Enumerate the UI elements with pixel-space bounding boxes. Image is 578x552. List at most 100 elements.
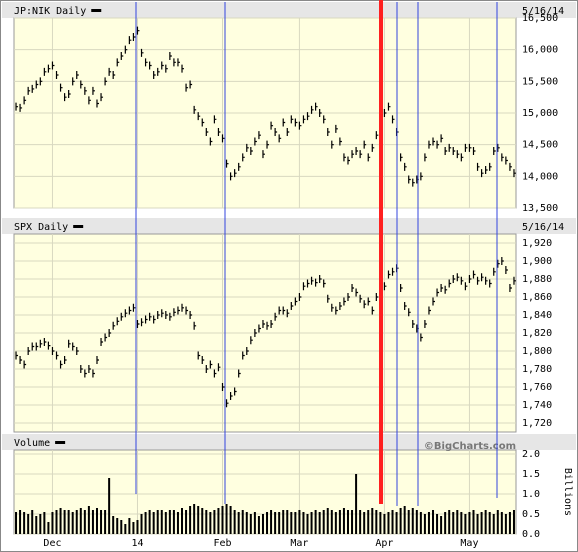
price-bar <box>258 131 261 140</box>
volume-bar <box>310 512 313 534</box>
price-bar <box>43 67 47 76</box>
price-bar <box>270 121 274 130</box>
volume-bar <box>257 516 260 534</box>
volume-bar <box>274 512 277 534</box>
price-bar <box>51 347 55 355</box>
price-bar <box>363 300 367 309</box>
price-bar <box>250 147 253 155</box>
volume-bar <box>512 510 515 534</box>
volume-bar <box>237 512 240 534</box>
price-bar <box>88 365 91 373</box>
volume-bar <box>432 510 435 534</box>
price-bar <box>64 356 67 364</box>
price-bar <box>315 102 318 111</box>
volume-bar <box>484 510 487 534</box>
y-tick-label: 2.0 <box>522 449 540 460</box>
price-bar <box>201 356 205 364</box>
panel-title: Volume <box>14 438 50 449</box>
price-bar <box>408 175 411 184</box>
volume-bar <box>245 512 248 534</box>
price-bar <box>254 329 257 337</box>
volume-bar <box>156 510 159 534</box>
price-bar <box>205 128 209 136</box>
legend-swatch <box>55 441 66 444</box>
volume-bar <box>91 510 94 534</box>
price-bar <box>80 80 83 89</box>
volume-bar <box>253 512 256 534</box>
price-bar <box>153 315 156 324</box>
price-bar <box>84 369 87 378</box>
volume-bar <box>302 512 305 534</box>
y-tick-label: 1,900 <box>522 256 552 267</box>
volume-bar <box>266 512 269 534</box>
price-bar <box>128 306 132 315</box>
volume-bar <box>35 516 38 534</box>
price-bar <box>432 137 436 146</box>
y-tick-label: 0.0 <box>522 529 540 540</box>
y-tick-label: 1,880 <box>522 274 552 285</box>
volume-bar <box>500 512 503 534</box>
price-bar <box>452 275 456 283</box>
price-bar <box>68 90 71 98</box>
price-bar <box>371 306 375 315</box>
price-bar <box>15 102 19 111</box>
price-bar <box>359 150 363 159</box>
price-bar <box>55 351 59 360</box>
price-bar <box>509 284 512 292</box>
price-bar <box>404 302 407 310</box>
volume-bar <box>108 478 111 534</box>
volume-bar <box>233 510 236 534</box>
volume-bar <box>342 508 345 534</box>
price-bar <box>505 266 508 274</box>
volume-bar <box>209 512 212 534</box>
volume-bar <box>31 510 34 534</box>
price-bar <box>472 270 476 279</box>
volume-bar <box>346 510 349 534</box>
price-bar <box>76 71 79 79</box>
price-bar <box>359 294 363 303</box>
price-bar <box>181 303 185 312</box>
price-bar <box>217 128 221 136</box>
price-bar <box>323 115 326 124</box>
price-bar <box>209 137 213 146</box>
volume-bar <box>15 512 18 534</box>
price-bar <box>64 93 67 102</box>
price-bar <box>132 33 136 41</box>
price-bar <box>112 71 116 79</box>
price-bar <box>262 150 265 159</box>
price-bar <box>391 267 395 276</box>
price-bar <box>185 83 189 92</box>
price-bar <box>242 351 245 360</box>
volume-bar <box>375 510 378 534</box>
volume-bar <box>290 512 293 534</box>
volume-bar <box>318 512 321 534</box>
volume-bar <box>176 512 179 534</box>
price-bar <box>100 93 104 102</box>
volume-bar <box>160 510 163 534</box>
credit: ©BigCharts.com <box>424 441 516 452</box>
price-bar <box>149 312 152 321</box>
price-bar <box>72 77 75 86</box>
volume-bar <box>379 512 382 534</box>
price-bar <box>323 279 326 288</box>
price-bar <box>343 297 346 306</box>
price-bar <box>460 276 464 285</box>
price-bar <box>448 279 452 288</box>
price-bar <box>278 306 282 315</box>
volume-bar <box>282 510 285 534</box>
volume-bar <box>476 514 479 534</box>
volume-bar <box>185 510 188 534</box>
price-bar <box>96 99 99 108</box>
volume-bar <box>19 510 22 534</box>
volume-bar <box>71 512 74 534</box>
volume-bar <box>488 512 491 534</box>
price-bar <box>144 315 148 324</box>
price-bar <box>505 156 508 165</box>
price-bar <box>432 297 436 306</box>
volume-bar <box>63 510 66 534</box>
y-tick-label: 16,000 <box>522 45 558 56</box>
price-bar <box>351 284 355 292</box>
price-bar <box>149 61 152 70</box>
price-bar <box>448 143 452 152</box>
y-tick-label: 0.5 <box>522 509 540 520</box>
